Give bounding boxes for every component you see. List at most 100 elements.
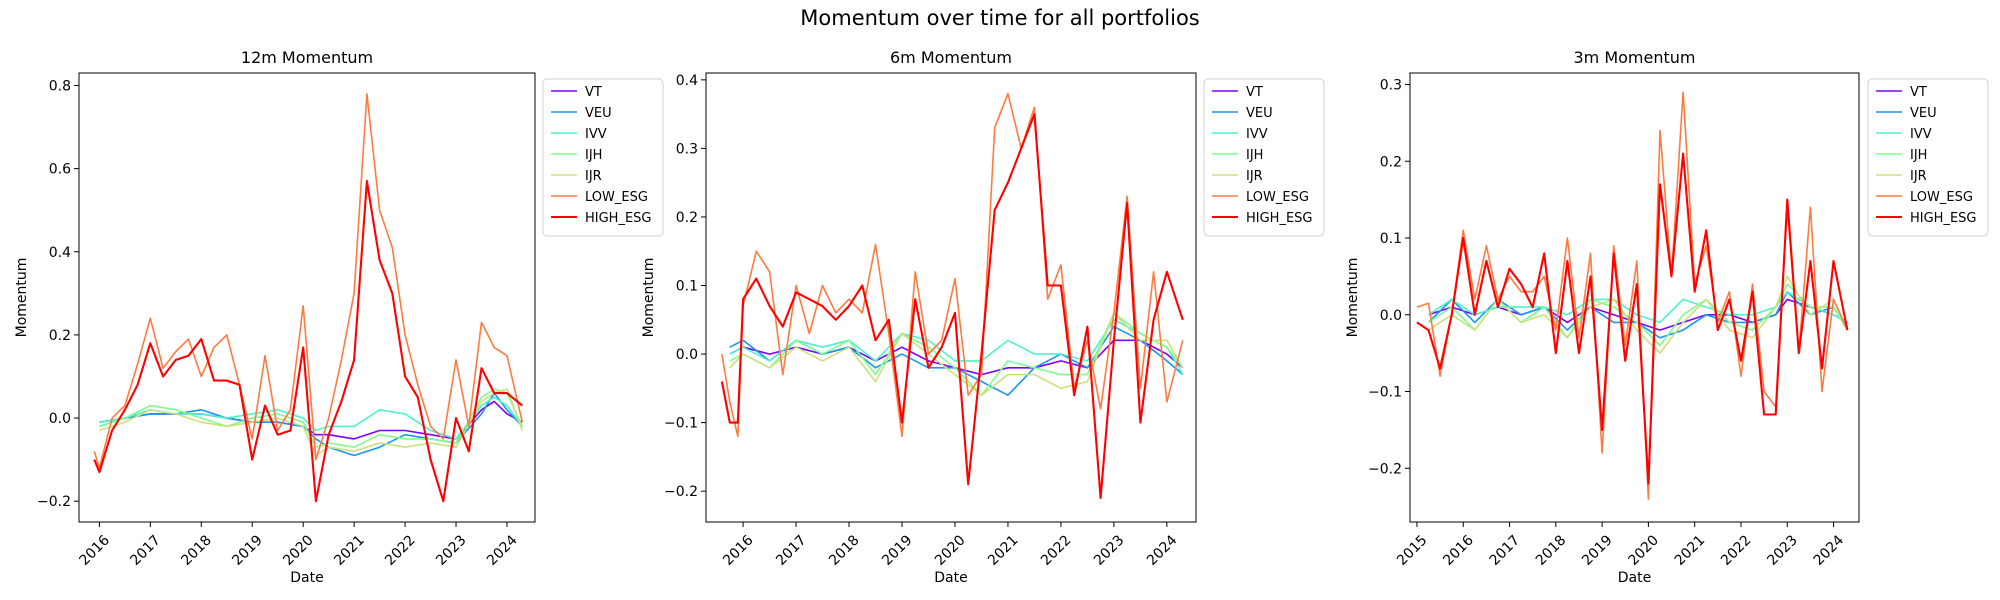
y-tick-label: 0.4 <box>676 73 698 89</box>
legend-label: VT <box>1246 85 1263 100</box>
legend: VT VEU IVV IJH IJR LOW_ESG HIGH_ESG <box>1867 78 1989 237</box>
series-line-ivv <box>1428 290 1848 324</box>
legend-label: IJH <box>1910 148 1927 163</box>
legend-label: IJR <box>1246 169 1263 184</box>
y-tick-label: 0.2 <box>1380 154 1402 170</box>
plot-frame <box>78 72 536 523</box>
plot-frame <box>1409 72 1860 523</box>
legend: VT VEU IVV IJH IJR LOW_ESG HIGH_ESG <box>542 78 664 237</box>
legend-label: VT <box>1910 85 1927 100</box>
y-tick-label: 0.0 <box>676 347 698 363</box>
legend-label: VEU <box>585 106 612 121</box>
legend-label: IVV <box>585 127 607 142</box>
x-tick-label: 2015 <box>1394 532 1431 569</box>
legend-label: IJR <box>585 169 602 184</box>
y-axis-label: Momentum <box>1345 258 1361 338</box>
legend-label: IJH <box>585 148 602 163</box>
series-line-ijr <box>99 388 524 457</box>
series-lines <box>1416 91 1849 500</box>
legend-label: IVV <box>1910 127 1932 142</box>
x-tick-label: 2022 <box>1718 532 1755 569</box>
x-tick-label: 2022 <box>382 532 419 569</box>
legend-label: IJR <box>1910 169 1927 184</box>
x-tick-label: 2017 <box>1487 532 1524 569</box>
series-line-high-esg <box>93 180 523 503</box>
x-axis-label: Date <box>934 570 967 586</box>
x-axis-label: Date <box>290 570 323 586</box>
x-tick-label: 2021 <box>1672 532 1709 569</box>
x-tick-label: 2020 <box>1625 532 1662 569</box>
legend-label: LOW_ESG <box>585 190 648 205</box>
figure-title: Momentum over time for all portfolios <box>800 6 1200 30</box>
x-tick-label: 2018 <box>178 532 215 569</box>
x-tick-label: 2021 <box>985 532 1022 569</box>
legend-label: LOW_ESG <box>1910 190 1973 205</box>
x-tick-label: 2019 <box>1579 532 1616 569</box>
y-tick-label: 0.8 <box>49 78 71 94</box>
x-tick-label: 2018 <box>1533 532 1570 569</box>
x-tick-label: 2018 <box>826 532 863 569</box>
series-line-ijr <box>1428 275 1849 354</box>
y-axis-label: Momentum <box>641 258 657 338</box>
x-tick-label: 2024 <box>1144 532 1181 569</box>
legend-label: VT <box>585 85 602 100</box>
x-tick-label: 2024 <box>1811 532 1848 569</box>
series-line-high-esg <box>1416 152 1849 485</box>
legend-label: VEU <box>1910 106 1937 121</box>
series-line-low-esg <box>721 92 1184 438</box>
y-tick-label: 0.1 <box>1380 231 1402 247</box>
chart-title: 6m Momentum <box>890 48 1012 67</box>
legend-label: HIGH_ESG <box>1246 211 1313 226</box>
chart-panel-3: 3m Momentum −0.2 −0.1 0.0 0.1 0.2 0.3 2015 2016 2… <box>1345 48 1989 586</box>
chart-title: 12m Momentum <box>241 48 373 67</box>
legend-label: IJH <box>1246 148 1263 163</box>
x-tick-label: 2020 <box>280 532 317 569</box>
series-lines <box>93 93 524 503</box>
x-tick-label: 2022 <box>1038 532 1075 569</box>
x-tick-label: 2016 <box>720 532 757 569</box>
x-tick-label: 2016 <box>1440 532 1477 569</box>
series-line-low-esg <box>1416 91 1849 500</box>
x-tick-label: 2019 <box>229 532 266 569</box>
y-tick-label: 0.4 <box>49 245 71 261</box>
y-axis-label: Momentum <box>14 258 30 338</box>
y-tick-label: 0.3 <box>1380 78 1402 94</box>
x-tick-label: 2017 <box>127 532 164 569</box>
series-line-vt <box>1428 298 1848 331</box>
x-tick-label: 2021 <box>331 532 368 569</box>
y-tick-label: 0.0 <box>1380 308 1402 324</box>
y-tick-label: −0.1 <box>664 416 698 432</box>
x-tick-label: 2024 <box>484 532 521 569</box>
x-tick-label: 2020 <box>932 532 969 569</box>
x-tick-label: 2017 <box>773 532 810 569</box>
x-tick-label: 2023 <box>433 532 470 569</box>
series-line-high-esg <box>720 113 1184 500</box>
y-tick-label: 0.2 <box>49 328 71 344</box>
series-line-ivv <box>99 396 523 440</box>
y-tick-label: −0.1 <box>1368 385 1402 401</box>
x-tick-label: 2023 <box>1764 532 1801 569</box>
legend-label: HIGH_ESG <box>585 211 652 226</box>
series-lines <box>720 92 1184 500</box>
y-tick-label: 0.1 <box>676 279 698 295</box>
y-tick-label: 0.6 <box>49 162 71 178</box>
plot-frame <box>705 72 1197 523</box>
y-tick-label: 0.2 <box>676 210 698 226</box>
y-tick-label: −0.2 <box>664 484 698 500</box>
series-line-ijh <box>99 388 524 449</box>
x-axis-label: Date <box>1618 570 1651 586</box>
legend: VT VEU IVV IJH IJR LOW_ESG HIGH_ESG <box>1203 78 1325 237</box>
x-tick-label: 2019 <box>879 532 916 569</box>
y-tick-label: 0.0 <box>49 411 71 427</box>
x-tick-label: 2016 <box>76 532 113 569</box>
legend-label: VEU <box>1246 106 1273 121</box>
chart-title: 3m Momentum <box>1573 48 1695 67</box>
legend-label: LOW_ESG <box>1246 190 1309 205</box>
y-tick-label: −0.2 <box>1368 461 1402 477</box>
x-tick-label: 2023 <box>1091 532 1128 569</box>
legend-label: HIGH_ESG <box>1910 211 1977 226</box>
chart-panel-2: 6m Momentum −0.2 −0.1 0.0 0.1 0.2 0.3 0.4 2016 20… <box>641 48 1325 586</box>
legend-label: IVV <box>1246 127 1268 142</box>
y-tick-label: 0.3 <box>676 141 698 157</box>
